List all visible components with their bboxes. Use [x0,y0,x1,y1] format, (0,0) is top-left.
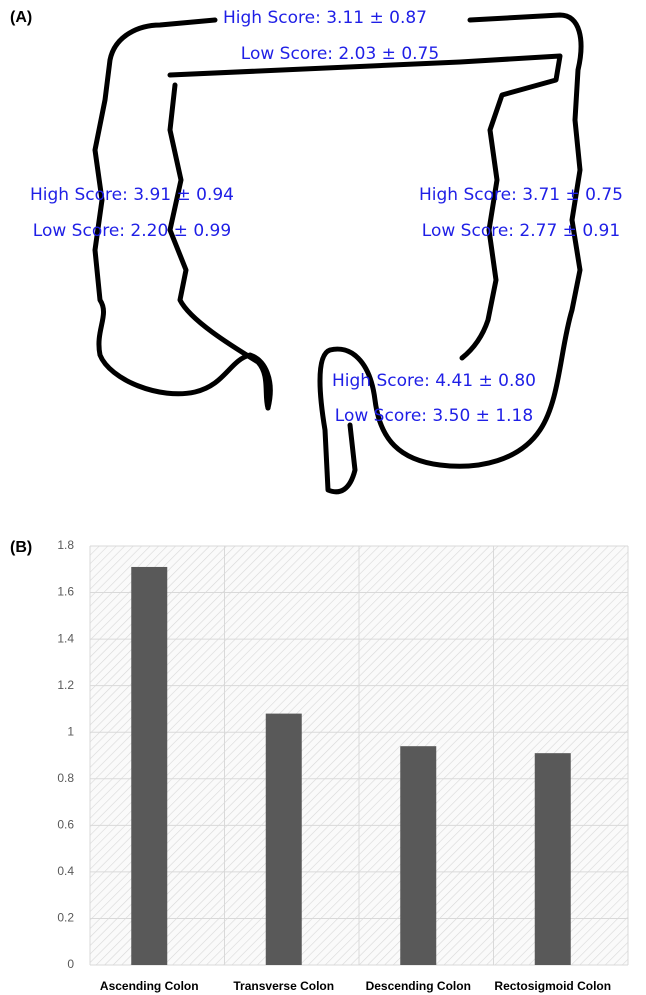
y-tick-label: 1 [67,724,74,738]
y-tick-label: 1.2 [57,678,74,692]
region-high-score: High Score: 4.41 ± 0.80 [332,371,536,391]
bar [266,714,302,965]
x-tick-label: Descending Colon [366,979,471,993]
panel-label: (B) [10,539,32,556]
y-tick-label: 1.8 [57,538,74,552]
y-tick-label: 1.6 [57,585,74,599]
y-tick-label: 1.4 [57,631,74,645]
bar [400,746,436,965]
y-tick-label: 0 [67,957,74,971]
panel-label: (A) [10,9,32,26]
x-tick-label: Ascending Colon [100,979,199,993]
region-low-score: Low Score: 2.20 ± 0.99 [33,221,231,241]
bar [131,567,167,965]
region-high-score: High Score: 3.91 ± 0.94 [30,185,234,205]
y-tick-label: 0.6 [57,818,74,832]
y-tick-label: 0.2 [57,911,74,925]
y-tick-label: 0.4 [57,864,74,878]
bar [535,753,571,965]
x-tick-label: Transverse Colon [233,979,334,993]
region-low-score: Low Score: 3.50 ± 1.18 [335,406,533,426]
region-high-score: High Score: 3.71 ± 0.75 [419,185,623,205]
region-high-score: High Score: 3.11 ± 0.87 [223,8,427,28]
figure: (A) (B) High Score: 3.11 ± 0.87 Low Scor… [0,0,646,995]
y-tick-label: 0.8 [57,771,74,785]
region-low-score: Low Score: 2.77 ± 0.91 [422,221,620,241]
x-tick-label: Rectosigmoid Colon [494,979,611,993]
region-low-score: Low Score: 2.03 ± 0.75 [241,44,439,64]
